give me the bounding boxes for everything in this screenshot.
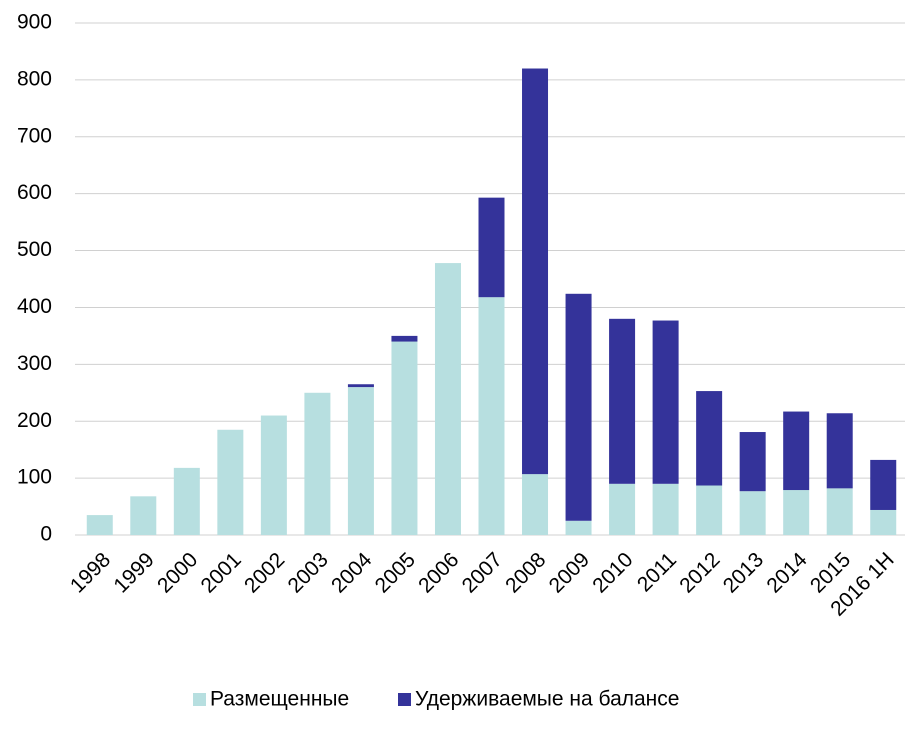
x-tick-label: 1999 [109, 548, 158, 597]
x-tick-label: 2012 [675, 548, 724, 597]
x-tick-label: 2007 [458, 548, 507, 597]
bar-segment [86, 515, 113, 535]
bar-segment [173, 467, 200, 535]
bar-segment [696, 391, 723, 486]
x-tick-label: 2004 [327, 548, 377, 598]
y-tick-label: 600 [17, 181, 52, 204]
x-tick-label: 1998 [66, 548, 115, 597]
bar-segment [870, 509, 897, 535]
bar-segment [826, 488, 853, 535]
x-tick-label: 2005 [371, 548, 420, 597]
bar-segment [739, 491, 766, 535]
bar-segment [565, 520, 592, 535]
x-tick-label: 2009 [545, 548, 594, 597]
bar-segment [696, 485, 723, 535]
bar-segment [478, 197, 505, 298]
bar-segment [609, 318, 636, 484]
bar-segment [565, 293, 592, 521]
bar-segment [217, 429, 244, 535]
legend-label: Размещенные [210, 688, 349, 711]
y-tick-label: 100 [17, 466, 52, 489]
bar-segment [783, 411, 810, 491]
x-tick-label: 2008 [501, 548, 550, 597]
bar-segment [739, 432, 766, 492]
bar-segment [826, 413, 853, 489]
bar-segment [783, 490, 810, 535]
y-tick-label: 0 [40, 523, 52, 546]
legend-swatch [193, 693, 206, 706]
bar-segment [304, 392, 331, 535]
legend-label: Удерживаемые на балансе [415, 688, 679, 711]
bar-segment [434, 263, 461, 535]
x-tick-label: 2006 [414, 548, 463, 597]
x-tick-label: 2001 [197, 548, 246, 597]
bar-segment [652, 320, 679, 484]
y-tick-label: 900 [17, 11, 52, 34]
bar-segment [391, 335, 418, 342]
x-tick-label: 2003 [284, 548, 333, 597]
y-tick-label: 800 [17, 67, 52, 90]
x-tick-label: 2011 [633, 548, 681, 596]
bar-segment [391, 341, 418, 535]
y-tick-label: 500 [17, 238, 52, 261]
bar-segment [522, 68, 549, 475]
x-tick-label: 2014 [762, 548, 812, 598]
x-tick-label: 2000 [153, 548, 202, 597]
bar-segment [347, 387, 374, 535]
bar-segment [609, 483, 636, 535]
y-tick-label: 400 [17, 295, 52, 318]
y-tick-label: 700 [17, 124, 52, 147]
bar-segment [652, 483, 679, 535]
y-tick-label: 200 [17, 409, 52, 432]
bar-segment [870, 459, 897, 510]
y-tick-label: 300 [17, 352, 52, 375]
bar-segment [478, 297, 505, 535]
legend-swatch [398, 693, 411, 706]
x-tick-label: 2013 [719, 548, 768, 597]
bar-segment [347, 384, 374, 388]
bar-segment [130, 496, 157, 535]
x-tick-label: 2002 [240, 548, 289, 597]
bar-segment [522, 474, 549, 535]
x-tick-label: 2010 [588, 548, 637, 597]
bar-segment [260, 415, 287, 535]
